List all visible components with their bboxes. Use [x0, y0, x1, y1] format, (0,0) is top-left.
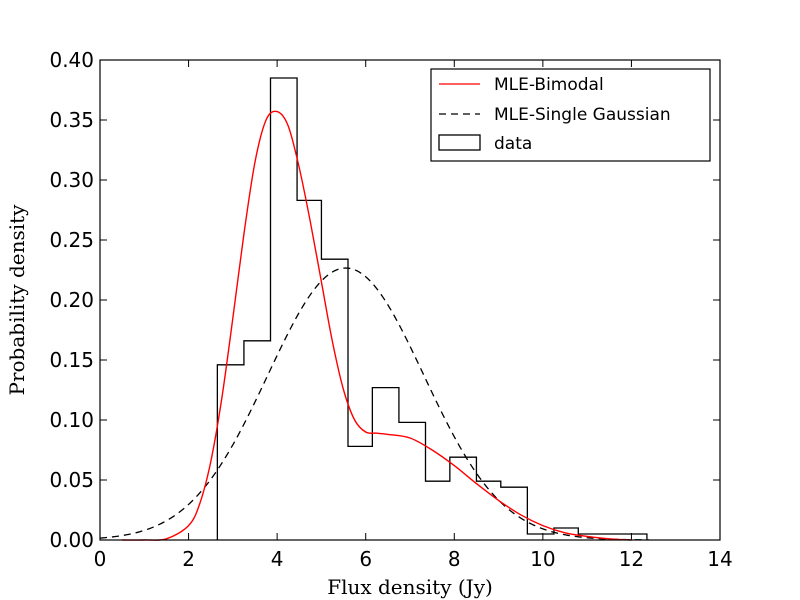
y-tick-label: 0.30 [49, 168, 94, 192]
x-tick-label: 6 [359, 547, 372, 571]
y-tick-label: 0.15 [49, 348, 94, 372]
series-line-single-gaussian [99, 267, 650, 541]
x-tick-label: 4 [271, 547, 284, 571]
legend-label-data: data [494, 134, 532, 154]
curve-layer [99, 110, 650, 541]
y-tick-label: 0.20 [49, 288, 94, 312]
histogram-bin [426, 481, 450, 540]
x-tick-label: 2 [182, 547, 195, 571]
y-tick-label: 0.10 [49, 408, 94, 432]
legend-label-bimodal: MLE-Bimodal [494, 75, 604, 95]
histogram-bin [450, 457, 477, 540]
series-line-bimodal [122, 110, 632, 541]
histogram-outline [216, 77, 648, 540]
histogram-bin [297, 200, 321, 540]
histogram-bin [372, 388, 399, 540]
histogram-bin [399, 422, 426, 540]
histogram-bin [527, 534, 554, 540]
histogram-bin [271, 78, 298, 540]
histogram-bin [476, 481, 500, 540]
x-tick-label: 14 [707, 547, 732, 571]
histogram-bin [348, 446, 372, 540]
y-axis-label: Probability density [5, 204, 29, 396]
y-tick-label: 0.05 [49, 468, 94, 492]
x-tick-label: 12 [619, 547, 644, 571]
x-tick-label: 0 [94, 547, 107, 571]
legend-label-gaussian: MLE-Single Gaussian [494, 105, 671, 125]
histogram-bin [244, 341, 271, 540]
y-tick-label: 0.25 [49, 228, 94, 252]
x-tick-label: 8 [448, 547, 461, 571]
legend-swatch-data [438, 134, 481, 151]
x-tick-label: 10 [530, 547, 555, 571]
y-tick-label: 0.40 [49, 48, 94, 72]
y-tick-label: 0.00 [49, 528, 94, 552]
tick-layer: 0 2 4 6 8 10 12 14 0.00 0.05 0.10 0.15 0.20 0.25 0.30 0… [49, 48, 732, 571]
x-axis-label: Flux density (Jy) [327, 575, 493, 599]
histogram-layer [216, 77, 648, 540]
histogram-bin [217, 365, 244, 540]
legend: MLE-Bimodal MLE-Single Gaussian data [430, 68, 711, 162]
y-tick-label: 0.35 [49, 108, 94, 132]
